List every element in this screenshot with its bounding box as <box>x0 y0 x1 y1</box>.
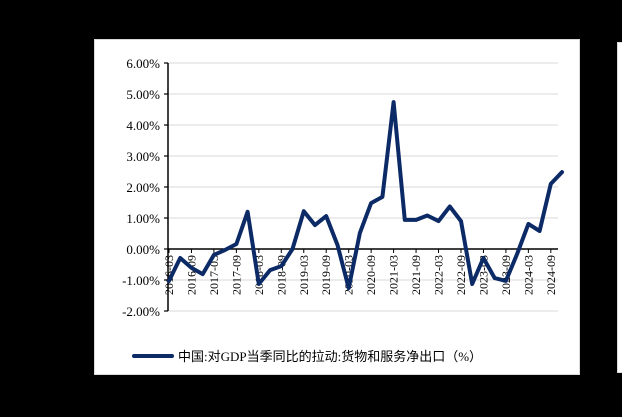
x-tick-label: 2019-03 <box>297 255 311 295</box>
x-tick-label: 2017-09 <box>229 255 243 295</box>
y-tick-label: 5.00% <box>126 87 160 102</box>
x-tick-label: 2019-09 <box>319 255 333 295</box>
x-tick-label: 2021-09 <box>409 255 423 295</box>
y-tick-label: 4.00% <box>126 118 160 133</box>
x-tick-label: 2021-03 <box>387 255 401 295</box>
series-line <box>167 100 564 291</box>
x-axis: 2016-03 2016-09 2017-03 2017-09 2018-03 2018-… <box>162 248 558 295</box>
gridlines <box>168 62 558 312</box>
y-tick-label: -1.00% <box>122 273 160 288</box>
y-tick-label: -2.00% <box>122 304 160 319</box>
y-axis: 6.00% 5.00% 4.00% 3.00% 2.00% 1.00% 0.00% -1.00… <box>122 56 169 319</box>
secondary-panel-edge <box>617 42 622 373</box>
y-tick-label: 3.00% <box>126 149 160 164</box>
y-tick-label: 1.00% <box>126 211 160 226</box>
legend-swatch <box>132 353 174 358</box>
x-tick-label: 2016-03 <box>162 255 176 295</box>
x-tick-label: 2024-03 <box>521 255 535 295</box>
x-tick-label: 2022-09 <box>454 255 468 295</box>
x-tick-label: 2023-09 <box>499 255 513 295</box>
x-tick-label: 2020-09 <box>364 255 378 295</box>
y-tick-label: 0.00% <box>126 242 160 257</box>
x-tick-label: 2017-03 <box>207 255 221 295</box>
x-tick-label: 2022-03 <box>432 255 446 295</box>
x-tick-label: 2024-09 <box>544 255 558 295</box>
y-tick-label: 6.00% <box>126 56 160 71</box>
y-tick-label: 2.00% <box>126 180 160 195</box>
x-tick-label: 2018-09 <box>274 255 288 295</box>
legend-label: 中国:对GDP当季同比的拉动:货物和服务净出口（%） <box>178 349 483 364</box>
legend: 中国:对GDP当季同比的拉动:货物和服务净出口（%） <box>132 346 482 365</box>
chart-panel <box>94 39 580 375</box>
